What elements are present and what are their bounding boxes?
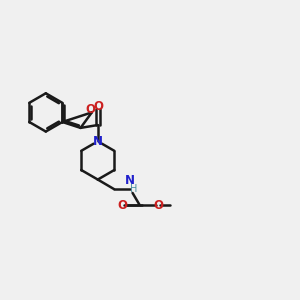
Text: O: O <box>85 103 95 116</box>
Text: N: N <box>93 135 103 148</box>
Text: O: O <box>118 199 128 212</box>
Text: O: O <box>94 100 103 112</box>
Text: H: H <box>130 184 138 194</box>
Text: N: N <box>125 174 135 188</box>
Text: O: O <box>154 199 164 212</box>
